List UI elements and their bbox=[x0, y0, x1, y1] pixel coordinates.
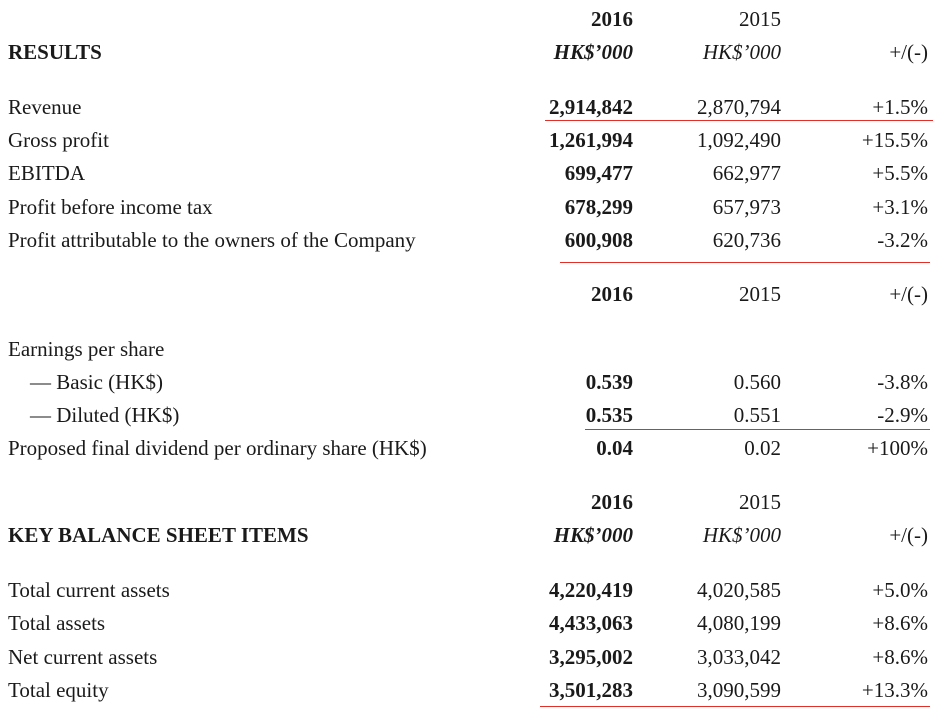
value-2016: 3,501,283 bbox=[549, 678, 633, 702]
change-value: +15.5% bbox=[861, 128, 928, 152]
change-value: +3.1% bbox=[872, 195, 928, 219]
unit-2015: HK$’000 bbox=[702, 523, 781, 547]
value-2016: 0.04 bbox=[596, 436, 633, 460]
unit-2015: HK$’000 bbox=[702, 40, 781, 64]
value-2015: 620,736 bbox=[712, 228, 781, 252]
value-2016: 0.535 bbox=[585, 403, 633, 427]
value-2015: 3,033,042 bbox=[697, 645, 781, 669]
value-2015: 2,870,794 bbox=[697, 95, 781, 119]
row-label: Total assets bbox=[8, 611, 106, 635]
row-label: Proposed final dividend per ordinary sha… bbox=[8, 436, 427, 460]
year-2016: 2016 bbox=[591, 7, 633, 31]
section-title-balance-sheet: KEY BALANCE SHEET ITEMS bbox=[8, 523, 309, 547]
row-label: Total equity bbox=[8, 678, 109, 702]
table-row: — Diluted (HK$) 0.535 0.551 -2.9% bbox=[0, 400, 938, 430]
eps-heading-row: Earnings per share bbox=[0, 334, 938, 364]
table-row: — Basic (HK$) 0.539 0.560 -3.8% bbox=[0, 367, 938, 397]
change-value: +13.3% bbox=[861, 678, 928, 702]
value-2016: 4,220,419 bbox=[549, 578, 633, 602]
change-value: +1.5% bbox=[872, 95, 928, 119]
value-2015: 0.560 bbox=[733, 370, 781, 394]
table-row: Profit before income tax 678,299 657,973… bbox=[0, 192, 938, 222]
row-label: — Basic (HK$) bbox=[30, 370, 163, 394]
year-2015: 2015 bbox=[739, 282, 781, 306]
row-label: Profit before income tax bbox=[8, 195, 213, 219]
value-2016: 0.539 bbox=[585, 370, 633, 394]
change-value: +8.6% bbox=[872, 645, 928, 669]
change-value: +8.6% bbox=[872, 611, 928, 635]
value-2015: 657,973 bbox=[712, 195, 781, 219]
value-2015: 662,977 bbox=[712, 161, 781, 185]
row-label: Total current assets bbox=[8, 578, 170, 602]
row-label: EBITDA bbox=[8, 161, 85, 185]
change-value: +100% bbox=[867, 436, 928, 460]
row-label: — Diluted (HK$) bbox=[30, 403, 180, 427]
table-row: Profit attributable to the owners of the… bbox=[0, 225, 938, 255]
results-year-header: 2016 2015 bbox=[0, 4, 938, 34]
change-value: -3.2% bbox=[877, 228, 928, 252]
value-2015: 1,092,490 bbox=[697, 128, 781, 152]
red-underline bbox=[545, 120, 933, 121]
row-label: Net current assets bbox=[8, 645, 158, 669]
table-row: Total current assets 4,220,419 4,020,585… bbox=[0, 575, 938, 605]
table-row: Revenue 2,914,842 2,870,794 +1.5% bbox=[0, 92, 938, 122]
value-2016: 3,295,002 bbox=[549, 645, 633, 669]
table-row: Net current assets 3,295,002 3,033,042 +… bbox=[0, 642, 938, 672]
change-value: -3.8% bbox=[877, 370, 928, 394]
unit-2016: HK$’000 bbox=[553, 523, 633, 547]
table-row: Proposed final dividend per ordinary sha… bbox=[0, 433, 938, 463]
balance-year-header: 2016 2015 bbox=[0, 487, 938, 517]
value-2016: 699,477 bbox=[564, 161, 633, 185]
year-2016: 2016 bbox=[591, 490, 633, 514]
section-title-results: RESULTS bbox=[8, 40, 102, 64]
table-row: Total assets 4,433,063 4,080,199 +8.6% bbox=[0, 608, 938, 638]
value-2015: 0.551 bbox=[733, 403, 781, 427]
red-underline bbox=[540, 706, 930, 707]
value-2016: 1,261,994 bbox=[549, 128, 633, 152]
red-underline bbox=[560, 262, 930, 263]
table-row: EBITDA 699,477 662,977 +5.5% bbox=[0, 158, 938, 188]
year-2016: 2016 bbox=[591, 282, 633, 306]
results-title-row: RESULTS HK$’000 HK$’000 +/(-) bbox=[0, 37, 938, 67]
value-2016: 678,299 bbox=[564, 195, 633, 219]
value-2015: 4,020,585 bbox=[697, 578, 781, 602]
change-header: +/(-) bbox=[889, 40, 928, 64]
change-header: +/(-) bbox=[889, 282, 928, 306]
table-row: Gross profit 1,261,994 1,092,490 +15.5% bbox=[0, 125, 938, 155]
row-label: Gross profit bbox=[8, 128, 109, 152]
eps-label: Earnings per share bbox=[8, 337, 165, 361]
red-underline bbox=[585, 429, 930, 430]
change-value: +5.5% bbox=[872, 161, 928, 185]
value-2016: 4,433,063 bbox=[549, 611, 633, 635]
table-row: Total equity 3,501,283 3,090,599 +13.3% bbox=[0, 675, 938, 705]
year-2015: 2015 bbox=[739, 490, 781, 514]
row-label: Profit attributable to the owners of the… bbox=[8, 228, 416, 252]
per-share-year-header: 2016 2015 +/(-) bbox=[0, 279, 938, 309]
value-2015: 4,080,199 bbox=[697, 611, 781, 635]
unit-2016: HK$’000 bbox=[553, 40, 633, 64]
change-value: +5.0% bbox=[872, 578, 928, 602]
value-2015: 3,090,599 bbox=[697, 678, 781, 702]
value-2015: 0.02 bbox=[744, 436, 781, 460]
row-label: Revenue bbox=[8, 95, 82, 119]
change-value: -2.9% bbox=[877, 403, 928, 427]
change-header: +/(-) bbox=[889, 523, 928, 547]
year-2015: 2015 bbox=[739, 7, 781, 31]
balance-title-row: KEY BALANCE SHEET ITEMS HK$’000 HK$’000 … bbox=[0, 520, 938, 550]
value-2016: 2,914,842 bbox=[549, 95, 633, 119]
value-2016: 600,908 bbox=[564, 228, 633, 252]
